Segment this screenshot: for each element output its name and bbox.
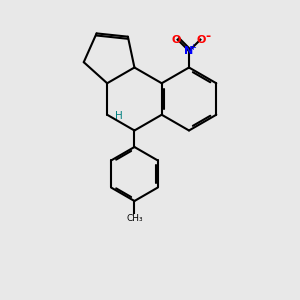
Text: +: + (190, 43, 196, 52)
Text: O: O (196, 34, 206, 45)
Text: H: H (115, 111, 122, 121)
Text: -: - (205, 30, 211, 43)
Text: CH₃: CH₃ (126, 214, 143, 223)
Text: N: N (184, 46, 194, 56)
Text: O: O (171, 34, 181, 45)
